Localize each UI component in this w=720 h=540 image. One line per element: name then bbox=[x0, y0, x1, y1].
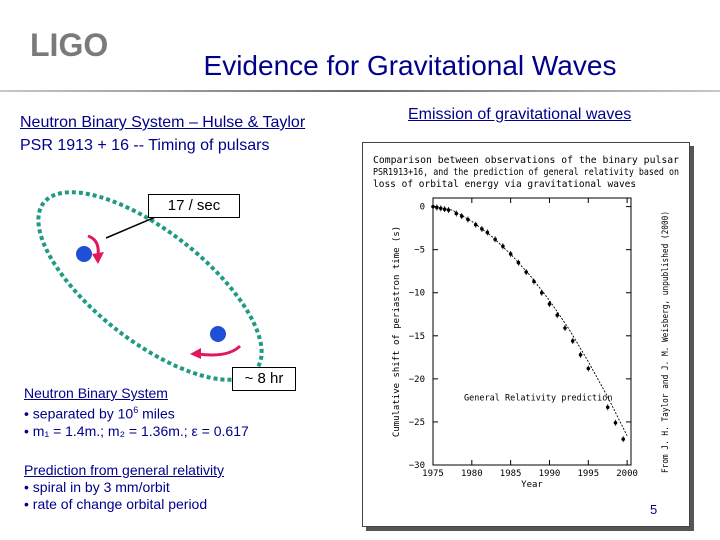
period-callout: 17 / sec bbox=[148, 194, 240, 218]
orbit-period-callout: ~ 8 hr bbox=[232, 367, 296, 391]
left-subheading: PSR 1913 + 16 -- Timing of pulsars bbox=[20, 137, 270, 154]
gr-prediction-label: General Relativity prediction bbox=[464, 393, 612, 403]
right-heading: Emission of gravitational waves bbox=[408, 106, 632, 123]
y-tick-label: −10 bbox=[409, 289, 425, 299]
logo-text: LIGO bbox=[30, 27, 108, 63]
y-tick-label: −30 bbox=[409, 461, 425, 471]
pulsar-star bbox=[76, 246, 92, 262]
x-tick-label: 1995 bbox=[577, 469, 599, 479]
neutron-binary-heading: Neutron Binary System bbox=[24, 385, 168, 401]
x-tick-label: 1980 bbox=[461, 469, 483, 479]
ligo-logo: LIGO bbox=[30, 27, 108, 63]
y-axis-label: Cumulative shift of periastron time (s) bbox=[392, 226, 402, 437]
plot-frame bbox=[432, 197, 632, 466]
y-tick-label: −15 bbox=[409, 332, 425, 342]
x-tick-label: 1990 bbox=[539, 469, 561, 479]
chart-area: 1975 1980 1985 1990 1995 2000 0 −5 −10 −15 −20 −25 −… bbox=[392, 197, 638, 490]
mass-line: • m₁ = 1.4m.; m₂ = 1.36m.; ε = 0.617 bbox=[24, 422, 249, 439]
x-tick-label: 1985 bbox=[500, 469, 522, 479]
pulsar-arrow bbox=[87, 234, 100, 257]
y-tick-label: −5 bbox=[414, 246, 425, 256]
page-number: 5 bbox=[650, 502, 658, 517]
caption-line-1: Comparison between observations of the b… bbox=[373, 155, 679, 166]
slide-title: Evidence for Gravitational Waves bbox=[203, 50, 617, 81]
x-tick-label: 2000 bbox=[616, 469, 638, 479]
y-tick-label: −20 bbox=[409, 375, 425, 385]
title-underline bbox=[0, 90, 720, 92]
separation-line: • separated by 106 miles bbox=[24, 405, 175, 422]
companion-arrowhead bbox=[190, 348, 201, 359]
y-tick-label: −25 bbox=[409, 418, 425, 428]
prediction-block: Prediction from general relativity • spi… bbox=[24, 462, 224, 513]
prediction-item-2: • rate of change orbital period bbox=[24, 496, 208, 512]
periastron-plot: Comparison between observations of the b… bbox=[373, 155, 679, 490]
neutron-binary-block: Neutron Binary System • separated by 106… bbox=[24, 385, 249, 440]
pulsar-arrowhead bbox=[92, 252, 104, 264]
companion-star bbox=[210, 326, 226, 342]
caption-line-2: PSR1913+16, and the prediction of genera… bbox=[373, 167, 679, 178]
gr-prediction-curve bbox=[432, 206, 628, 436]
periastron-plot-panel: Comparison between observations of the b… bbox=[362, 142, 690, 527]
x-axis-label: Year bbox=[521, 480, 543, 490]
prediction-item-1: • spiral in by 3 mm/orbit bbox=[24, 479, 170, 495]
caption-line-3: loss of orbital energy via gravitational… bbox=[373, 179, 636, 190]
companion-arrow bbox=[197, 344, 242, 357]
prediction-heading: Prediction from general relativity bbox=[24, 462, 224, 478]
x-tick-label: 1975 bbox=[422, 469, 444, 479]
left-heading: Neutron Binary System – Hulse & Taylor bbox=[20, 114, 306, 131]
y-tick-label: 0 bbox=[420, 203, 425, 213]
credit-text: From J. H. Taylor and J. M. Weisberg, un… bbox=[661, 211, 671, 473]
